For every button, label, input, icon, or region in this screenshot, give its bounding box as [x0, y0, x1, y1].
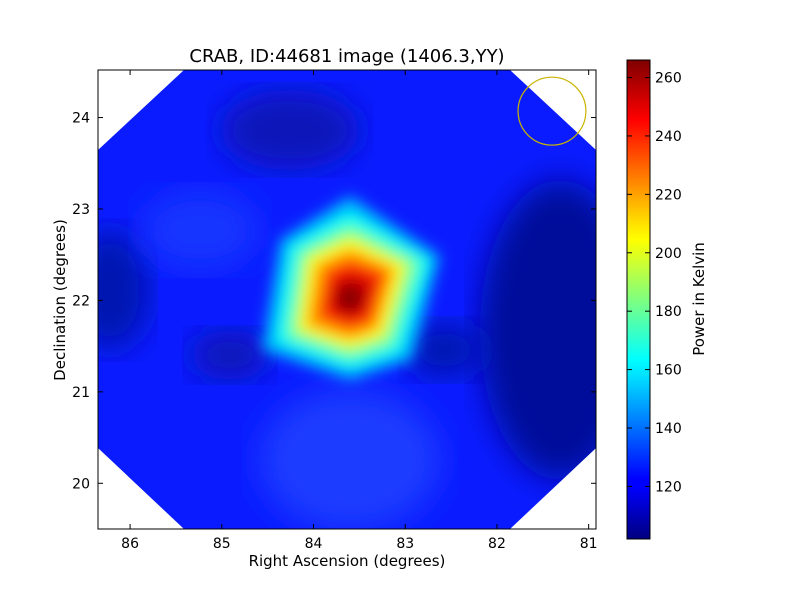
dark-patch	[98, 230, 150, 350]
colorbar-tick-label: 220	[655, 187, 682, 203]
x-tick-label: 85	[213, 536, 231, 552]
colorbar-tick-label: 160	[655, 363, 682, 379]
y-tick-label: 20	[72, 476, 90, 492]
colorbar-tick-label: 240	[655, 129, 682, 145]
colorbar-tick-label: 180	[655, 304, 682, 320]
x-tick-label: 81	[580, 536, 598, 552]
colorbar-tick-label: 200	[655, 246, 682, 262]
dark-patch	[480, 180, 596, 480]
dark-patch	[220, 90, 360, 170]
beam-circle	[517, 76, 587, 146]
y-tick-label: 24	[72, 111, 90, 127]
y-tick-label: 23	[72, 202, 90, 218]
colorbar-ticks: 120 140 160 180 200 220 240 260	[627, 71, 682, 495]
x-axis-label: Right Ascension (degrees)	[249, 552, 446, 570]
source-blob	[262, 196, 440, 380]
y-tick-label: 21	[72, 385, 90, 401]
x-tick-label: 83	[396, 536, 414, 552]
light-patch	[260, 390, 440, 529]
dark-patch	[405, 322, 485, 378]
colorbar-label: Power in Kelvin	[690, 242, 708, 356]
light-patch	[140, 190, 260, 270]
y-tick-label: 22	[72, 293, 90, 309]
colorbar-tick-label: 140	[655, 421, 682, 437]
colorbar-tick-label: 120	[655, 479, 682, 495]
colorbar-tick-label: 260	[655, 71, 682, 87]
plot-frame	[97, 69, 597, 530]
x-tick-label: 86	[121, 536, 139, 552]
dark-patch	[190, 330, 270, 380]
x-tick-label: 82	[488, 536, 506, 552]
colorbar	[626, 59, 651, 540]
y-axis-label: Declination (degrees)	[51, 219, 69, 381]
heatmap-image	[98, 70, 596, 529]
x-tick-label: 84	[305, 536, 323, 552]
x-axis-ticks: 86 85 84 83 82 81	[121, 70, 598, 552]
y-axis-ticks: 20 21 22 23 24	[72, 111, 596, 492]
chart-title: CRAB, ID:44681 image (1406.3,YY)	[189, 46, 504, 67]
